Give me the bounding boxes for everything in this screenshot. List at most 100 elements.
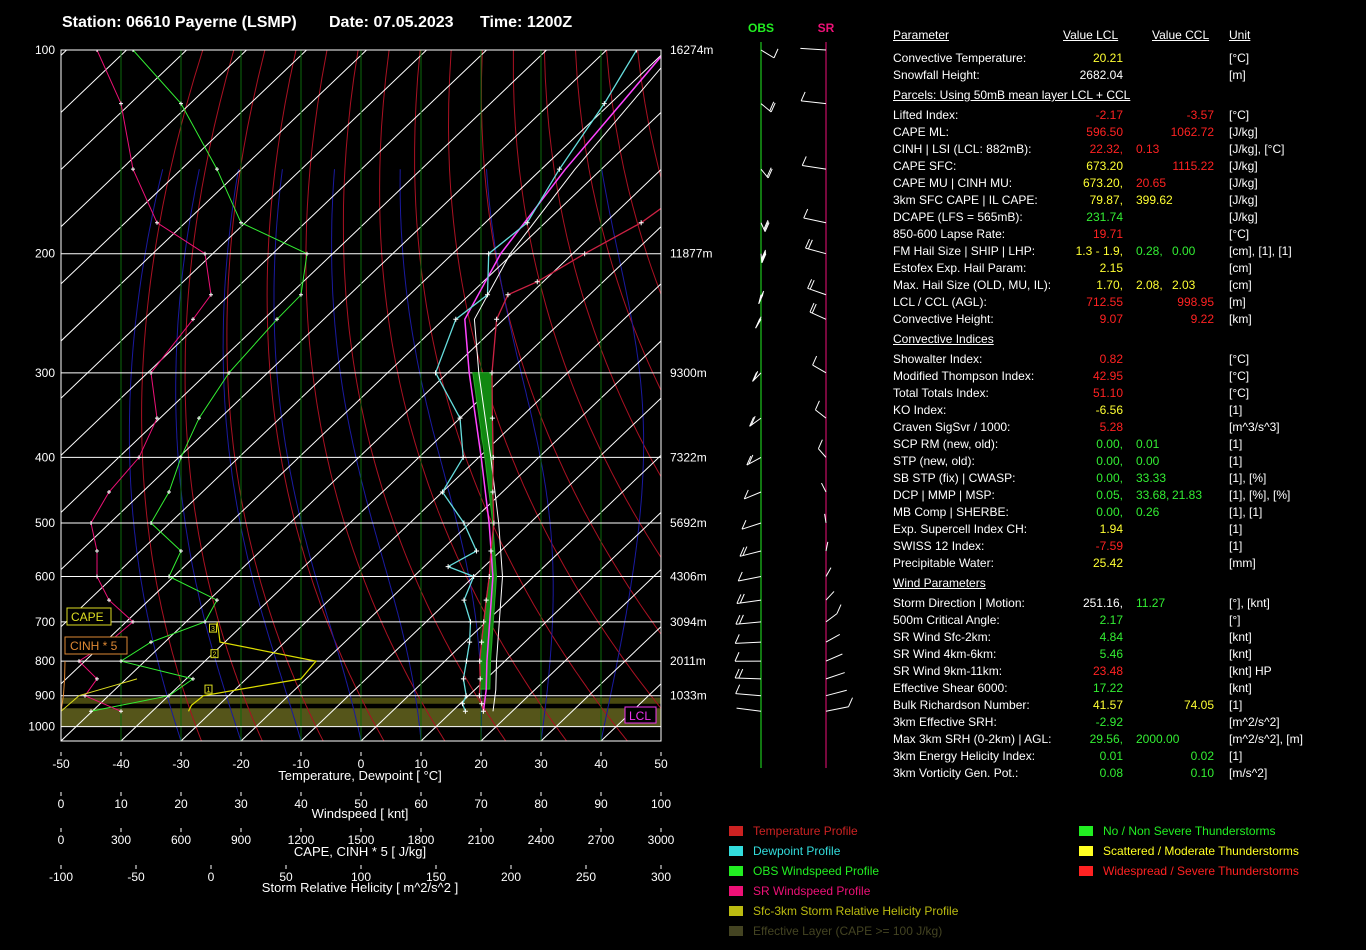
dewpoint-line-point [445, 564, 451, 570]
sr-windspeed-line-point [89, 520, 93, 525]
table-unit: [J/kg] [1229, 176, 1258, 190]
table-value-extra: 0.13 [1136, 142, 1160, 156]
dewpoint-line-point [439, 489, 445, 495]
obs-wind-barb-flag [739, 547, 745, 557]
table-unit: [km] [1229, 312, 1252, 326]
pressure-label: 500 [35, 516, 55, 530]
dewpoint-line-point [634, 50, 640, 53]
dewpoint-line-point [524, 220, 530, 226]
table-unit: [°C] [1229, 386, 1250, 400]
legend-label: No / Non Severe Thunderstorms [1103, 824, 1276, 838]
obs-wind-barb-flag [748, 454, 754, 465]
table-unit: [1] [1229, 698, 1243, 712]
obs-wind-barb [736, 707, 762, 712]
sr-wind-barb [825, 613, 838, 623]
temp-tick: -40 [112, 757, 130, 771]
table-value-lcl: 673.20, [1082, 176, 1123, 190]
table-value-extra2: 21.83 [1172, 488, 1203, 502]
table-value-lcl: 0.08 [1099, 766, 1123, 780]
obs-wind-barb-flag [734, 652, 740, 662]
srh-profile-line [187, 621, 318, 712]
temp-tick: 30 [534, 757, 548, 771]
sr-wind-barb-flag [807, 279, 813, 289]
sr-wind-barb-flag [805, 238, 810, 249]
obs-windspeed-line-point [167, 574, 171, 579]
obs-wind-barb [735, 677, 762, 680]
table-value-lcl: 9.07 [1099, 312, 1123, 326]
wind-tick: 100 [651, 797, 671, 811]
table-unit: [1] [1229, 454, 1243, 468]
obs-wind-barb-flag [735, 684, 741, 694]
obs-wind-barb-flag [750, 415, 756, 426]
temperature-line-point [489, 415, 495, 421]
obs-wind-barb-flag [742, 546, 748, 556]
srh-tick: -100 [49, 870, 73, 884]
sr-wind-barb [825, 689, 847, 697]
obs-wind-barb [741, 522, 762, 530]
table-value-lcl: 0.00, [1096, 505, 1123, 519]
dewpoint-line-point [460, 701, 466, 707]
table-unit: [knt] HP [1229, 664, 1272, 678]
dewpoint-line-point [556, 166, 562, 172]
table-param-label: Max. Hail Size (OLD, MU, IL): [893, 278, 1052, 292]
dewpoint-line-point [461, 520, 467, 526]
isotherm [61, 54, 661, 628]
table-value-lcl: 0.00, [1096, 471, 1123, 485]
legend-label: Scattered / Moderate Thunderstorms [1103, 844, 1299, 858]
sr-wind-barb [801, 100, 827, 105]
sr-windspeed-line-point [119, 709, 123, 714]
table-value-lcl: 673.20 [1086, 159, 1123, 173]
dewpoint-line-point [457, 415, 463, 421]
table-param-label: MB Comp | SHERBE: [893, 505, 1009, 519]
table-unit: [1], [1] [1229, 505, 1263, 519]
table-param-label: Effective Shear 6000: [893, 681, 1008, 695]
dry-adiabat [669, 50, 880, 741]
table-value-lcl: 231.74 [1086, 210, 1123, 224]
cape-tick: 2100 [468, 833, 495, 847]
table-value-lcl: 0.00, [1096, 454, 1123, 468]
table-param-label: DCP | MMP | MSP: [893, 488, 995, 502]
table-param-label: SR Wind Sfc-2km: [893, 630, 992, 644]
table-value-lcl: 42.95 [1092, 369, 1123, 383]
pressure-label: 400 [35, 450, 55, 464]
table-param-label: CAPE ML: [893, 125, 950, 139]
sr-windspeed-line-point [95, 574, 99, 579]
windspeed-axis-label: Windspeed [ knt] [312, 806, 409, 821]
table-header: Value LCL [1063, 28, 1119, 42]
table-value-extra: 0.28, [1136, 244, 1163, 258]
table-param-label: SR Wind 4km-6km: [893, 647, 997, 661]
sr-wind-barb-flag [811, 303, 817, 314]
lcl-box-label: LCL [629, 709, 651, 723]
sr-wind-barb-flag [812, 355, 818, 366]
cinh-profile-line [61, 661, 66, 712]
plot-area: 1 2 3 [61, 50, 880, 741]
dry-adiabat [731, 50, 880, 741]
table-value-lcl: 0.05, [1096, 488, 1123, 502]
temperature-line-point [490, 489, 496, 495]
table-value-lcl: 712.55 [1086, 295, 1123, 309]
obs-wind-barb-flag [737, 571, 743, 582]
sr-wind-barb-flag [814, 400, 820, 411]
dry-adiabat [575, 50, 661, 392]
cape-tick: 3000 [648, 833, 675, 847]
srh-tick: 50 [279, 870, 293, 884]
sr-wind-barb [825, 633, 841, 643]
table-unit: [°C] [1229, 108, 1250, 122]
pressure-label: 600 [35, 570, 55, 584]
sr-wind-barb-flag [848, 697, 853, 707]
obs-wind-barb [738, 576, 762, 582]
dewpoint-line-point [485, 292, 491, 298]
legend-swatch [729, 846, 743, 856]
table-param-label: FM Hail Size | SHIP | LHP: [893, 244, 1036, 258]
plot-frame [60, 49, 662, 742]
obs-wind-barb-flag [766, 167, 772, 177]
isotherm [61, 50, 487, 456]
sr-wind-barb [807, 287, 827, 296]
obs-wind-barb-flag [753, 371, 759, 381]
pressure-label: 100 [35, 43, 55, 57]
sr-windspeed-line-point [155, 220, 159, 225]
isotherm [180, 283, 661, 741]
table-param-label: Max 3km SRH (0-2km) | AGL: [893, 732, 1052, 746]
dry-adiabat [762, 50, 880, 741]
table-value-lcl: 251.16, [1082, 596, 1123, 610]
